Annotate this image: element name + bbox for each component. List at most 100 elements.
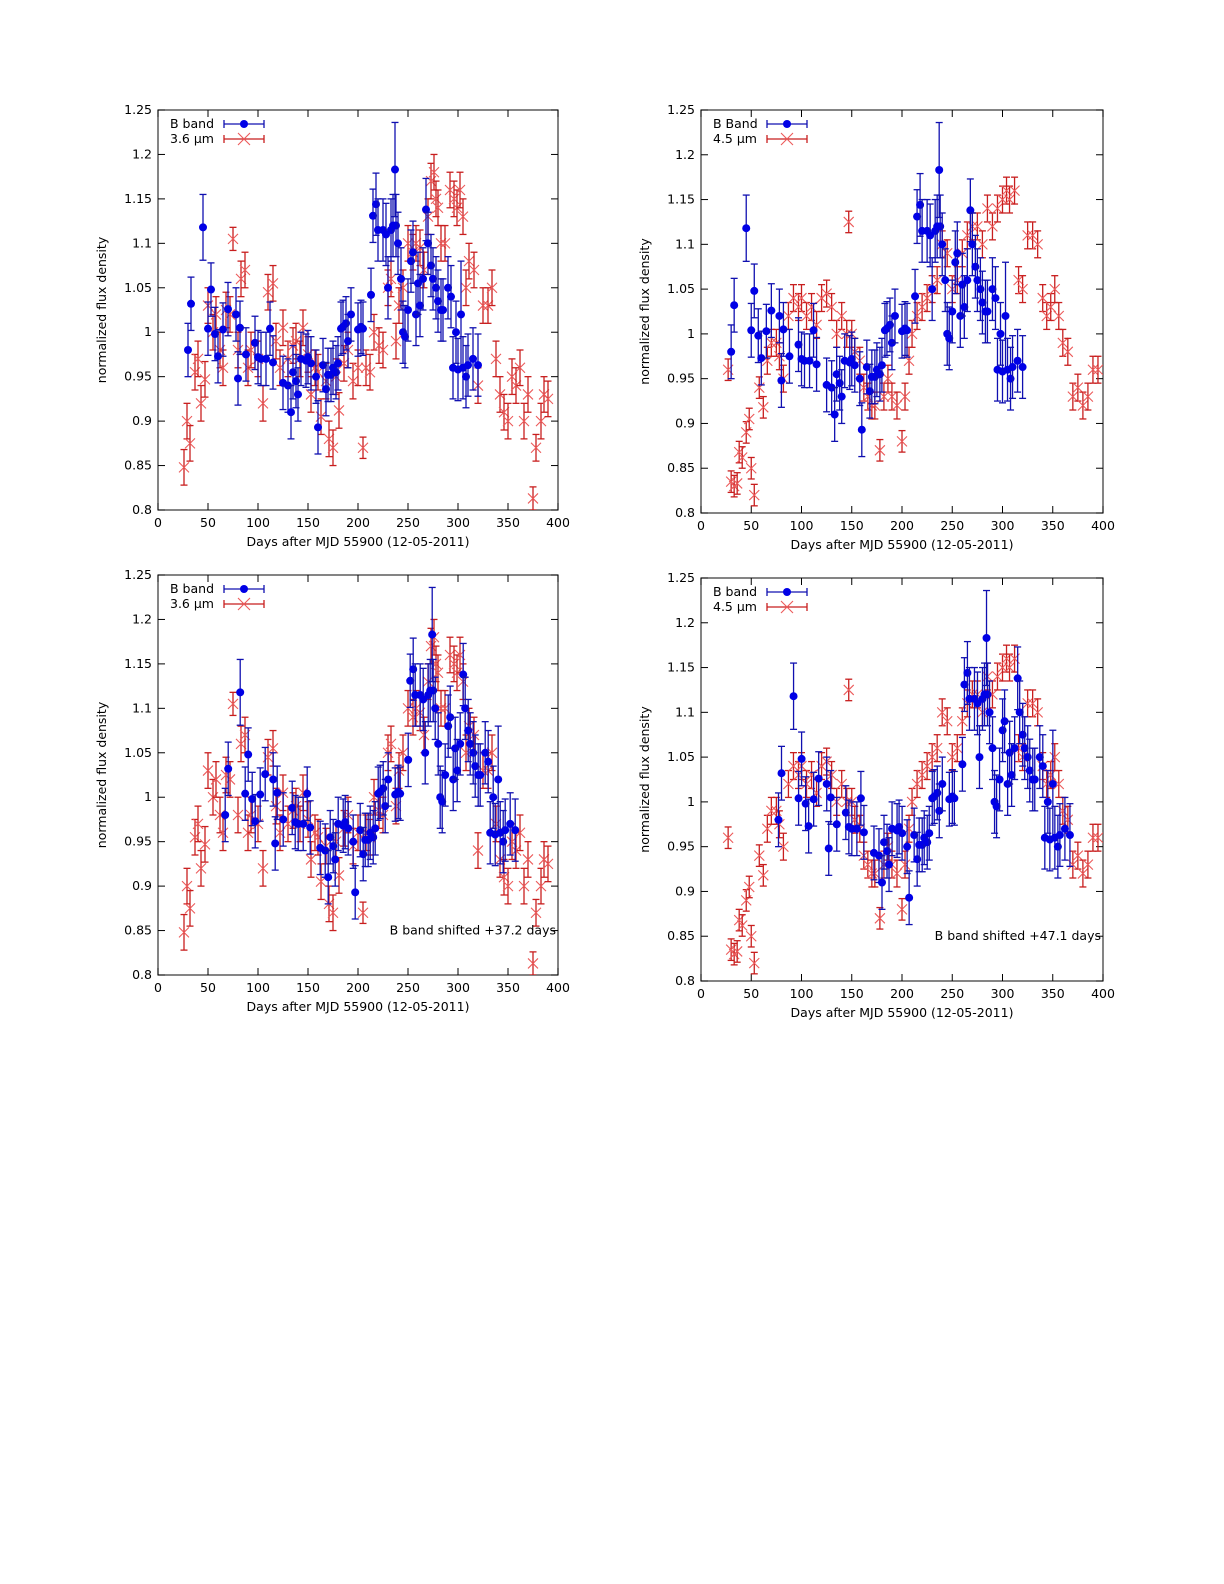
data-point xyxy=(184,424,196,462)
point-marker xyxy=(319,361,327,370)
legend-label: B band xyxy=(170,116,214,131)
point-marker xyxy=(428,166,440,178)
point-marker xyxy=(869,868,881,879)
y-tick-label: 0.95 xyxy=(667,839,695,854)
point-marker xyxy=(499,837,508,846)
data-point xyxy=(857,402,866,458)
point-marker xyxy=(941,276,950,285)
x-tick-label: 350 xyxy=(496,515,520,530)
point-marker xyxy=(359,850,368,859)
data-point xyxy=(874,438,886,462)
point-marker xyxy=(303,789,312,798)
data-point xyxy=(1013,328,1022,393)
data-point xyxy=(469,327,477,391)
data-point xyxy=(195,849,207,887)
point-marker xyxy=(748,957,760,969)
point-marker xyxy=(419,274,427,283)
data-point xyxy=(498,858,510,896)
x-tick-label: 0 xyxy=(154,980,162,995)
data-point xyxy=(527,486,539,510)
x-tick-label: 400 xyxy=(546,980,570,995)
point-marker xyxy=(950,794,959,803)
point-marker xyxy=(1087,364,1099,376)
point-marker xyxy=(966,206,975,215)
data-point xyxy=(307,336,315,391)
point-marker xyxy=(210,774,222,785)
point-marker xyxy=(938,240,947,249)
point-marker xyxy=(407,257,415,266)
point-marker xyxy=(809,795,818,804)
data-point xyxy=(777,352,786,408)
point-marker xyxy=(935,166,944,175)
point-marker xyxy=(256,790,265,799)
point-marker xyxy=(1035,753,1044,762)
x-tick-label: 300 xyxy=(991,986,1015,1001)
data-point xyxy=(232,796,244,834)
data-point xyxy=(898,805,907,861)
data-point xyxy=(472,832,484,869)
legend-marker xyxy=(237,597,251,611)
data-point xyxy=(991,266,1000,331)
data-point xyxy=(482,287,494,324)
legend-label: B band xyxy=(713,584,757,599)
data-point xyxy=(745,456,757,480)
point-marker xyxy=(392,221,400,230)
point-marker xyxy=(878,878,887,887)
point-marker xyxy=(1013,356,1022,365)
point-marker xyxy=(349,837,358,846)
point-marker xyxy=(926,751,938,763)
y-tick-label: 1.25 xyxy=(667,102,695,117)
point-marker xyxy=(251,817,260,826)
data-point xyxy=(1045,292,1057,322)
point-marker xyxy=(267,277,279,289)
data-point xyxy=(911,301,923,331)
point-marker xyxy=(248,795,257,803)
data-point xyxy=(745,924,757,948)
data-point xyxy=(886,382,898,411)
data-point xyxy=(757,395,769,419)
point-marker xyxy=(439,237,451,249)
data-point xyxy=(351,865,360,920)
point-marker xyxy=(774,815,783,824)
data-point xyxy=(1082,850,1094,879)
point-marker xyxy=(960,303,969,312)
point-marker xyxy=(432,202,444,214)
point-marker xyxy=(481,748,490,757)
point-marker xyxy=(359,324,367,333)
point-marker xyxy=(985,708,994,717)
y-tick-label: 1.2 xyxy=(132,611,152,626)
point-marker xyxy=(971,262,980,271)
data-point xyxy=(224,281,232,337)
data-point xyxy=(257,384,269,422)
point-marker xyxy=(832,820,841,829)
data-point xyxy=(951,734,963,763)
point-marker xyxy=(1032,238,1044,250)
data-point xyxy=(722,826,734,850)
data-point xyxy=(522,376,534,413)
data-point xyxy=(319,337,327,393)
point-marker xyxy=(484,757,493,766)
data-point xyxy=(973,671,982,736)
point-marker xyxy=(347,310,355,319)
point-marker xyxy=(464,361,472,370)
point-marker xyxy=(511,826,520,835)
y-tick-label: 1.15 xyxy=(667,660,695,675)
data-point xyxy=(489,765,498,829)
y-tick-label: 1.15 xyxy=(124,656,152,671)
data-point xyxy=(397,734,409,772)
point-marker xyxy=(982,634,991,643)
point-marker xyxy=(750,286,759,295)
data-point xyxy=(287,384,295,440)
point-marker xyxy=(973,276,982,285)
x-tick-label: 200 xyxy=(346,980,370,995)
data-point xyxy=(184,322,192,378)
x-tick-label: 250 xyxy=(396,515,420,530)
point-marker xyxy=(809,326,818,335)
point-marker xyxy=(506,371,518,383)
data-point xyxy=(368,313,380,351)
data-point xyxy=(227,226,239,252)
point-marker xyxy=(466,739,475,748)
point-marker xyxy=(931,742,943,754)
point-marker xyxy=(307,359,315,368)
point-marker xyxy=(357,442,369,454)
